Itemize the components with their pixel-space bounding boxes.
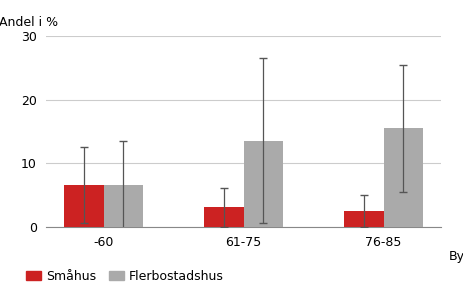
Bar [204,207,243,226]
Bar [383,128,422,226]
Bar [64,185,103,226]
Text: Byggår: Byggår [448,249,463,263]
Bar [344,211,383,226]
Bar [243,141,282,226]
Text: Andel i %: Andel i % [0,16,58,29]
Legend: Småhus, Flerbostadshus: Småhus, Flerbostadshus [21,265,228,288]
Bar [103,185,143,226]
